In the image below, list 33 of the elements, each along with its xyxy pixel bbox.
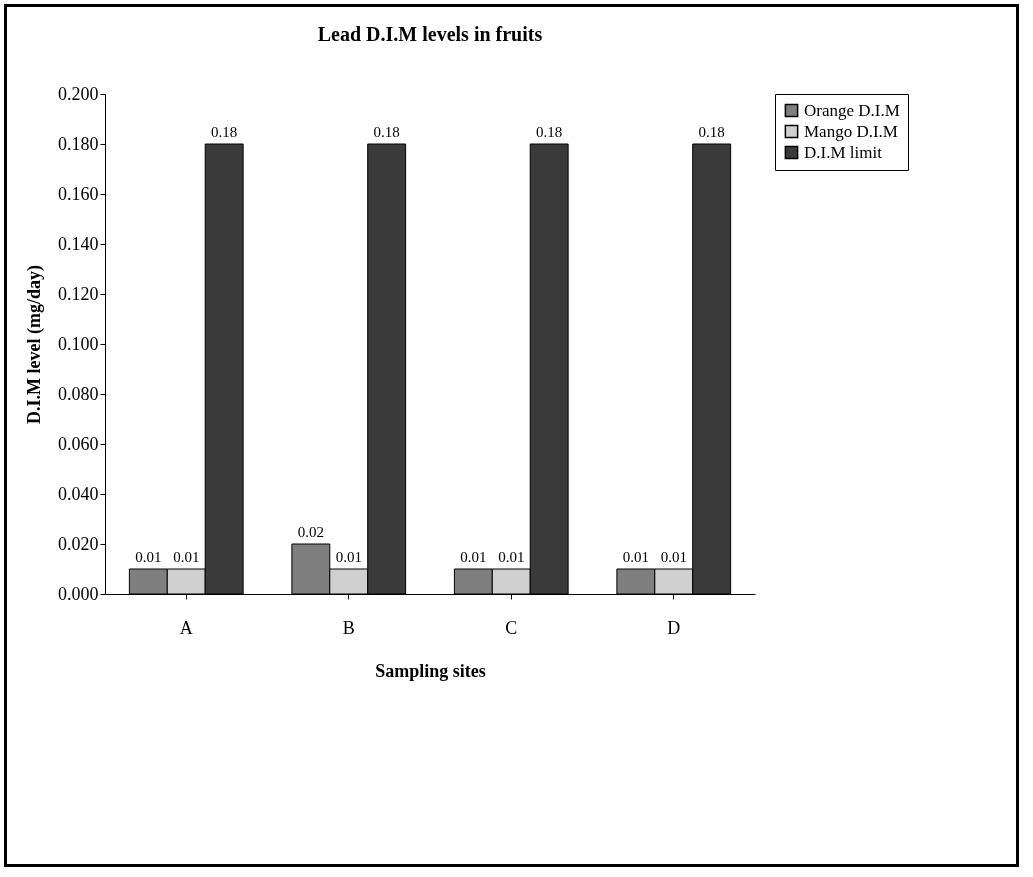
data-label: 0.18 (211, 124, 238, 140)
y-tick-label: 0.140 (58, 233, 99, 254)
data-label: 0.01 (660, 549, 687, 565)
x-tick-label: A (179, 617, 193, 638)
x-axis-title: Sampling sites (375, 660, 486, 681)
data-label: 0.18 (698, 124, 725, 140)
y-tick-label: 0.060 (58, 433, 99, 454)
y-tick-label: 0.180 (58, 133, 99, 154)
y-axis-title: D.I.M level (mg/day) (24, 265, 45, 424)
chart-title: Lead D.I.M levels in fruits (317, 23, 543, 45)
x-tick-label: C (505, 617, 518, 638)
y-tick-label: 0.000 (58, 583, 99, 604)
legend-label: Mango D.I.M (804, 121, 898, 141)
y-tick-label: 0.120 (58, 283, 99, 304)
data-label: 0.01 (335, 549, 362, 565)
legend-label: Orange D.I.M (804, 100, 900, 120)
y-tick-label: 0.200 (58, 83, 99, 104)
y-tick-label: 0.160 (58, 183, 99, 204)
y-tick-label: 0.040 (58, 483, 99, 504)
data-label: 0.18 (373, 124, 400, 140)
data-label: 0.02 (297, 524, 324, 540)
y-tick-label: 0.020 (58, 533, 99, 554)
data-label: 0.01 (135, 549, 162, 565)
x-tick-label: D (667, 617, 681, 638)
y-tick-label: 0.100 (58, 333, 99, 354)
data-label: 0.01 (460, 549, 487, 565)
data-label: 0.01 (622, 549, 649, 565)
legend-label: D.I.M limit (804, 142, 883, 162)
data-label: 0.01 (498, 549, 525, 565)
y-tick-label: 0.080 (58, 383, 99, 404)
x-tick-label: B (342, 617, 355, 638)
data-label: 0.01 (173, 549, 200, 565)
data-label: 0.18 (536, 124, 563, 140)
